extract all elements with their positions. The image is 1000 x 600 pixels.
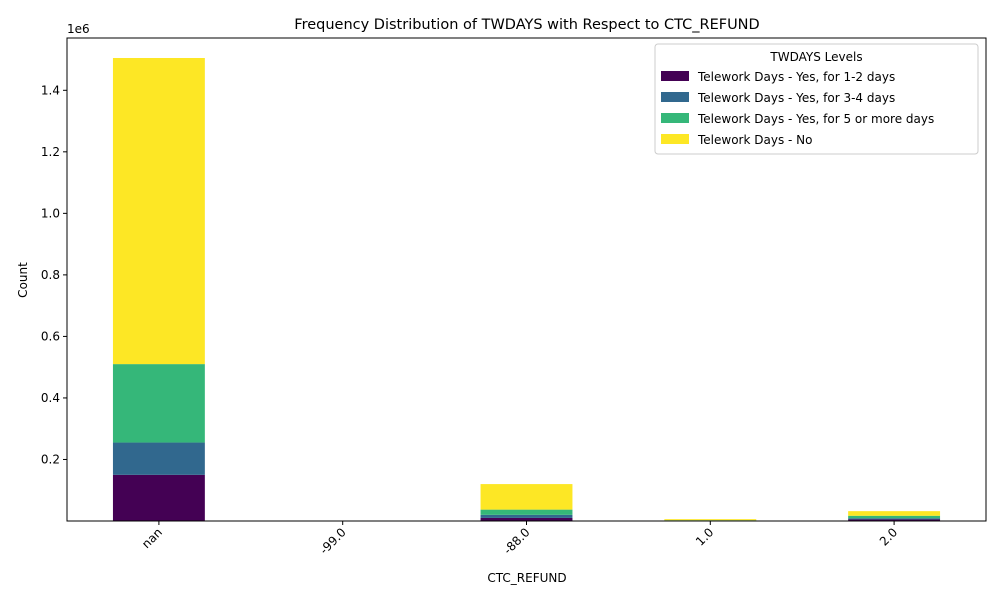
bar-nan-series-3 <box>112 364 205 443</box>
legend-swatch <box>661 134 689 144</box>
x-tick-label: -88.0 <box>501 525 533 557</box>
bars <box>112 57 941 521</box>
bar-2.0-series-1 <box>848 519 941 521</box>
bar-2.0-series-3 <box>848 515 941 519</box>
x-tick-label: -99.0 <box>317 525 349 557</box>
y-axis: 0.2 0.4 0.6 0.8 1.0 1.2 1.4 <box>41 83 67 466</box>
bar-nan-series-2 <box>112 442 205 475</box>
bar--88.0-series-4 <box>480 484 573 510</box>
bar--88.0-series-2 <box>480 514 573 518</box>
x-tick-label: 1.0 <box>693 525 716 548</box>
bar-nan-series-1 <box>112 474 205 521</box>
y-tick-label: 0.8 <box>41 268 60 282</box>
bar-2.0-series-2 <box>848 518 941 520</box>
y-axis-label: Count <box>16 262 30 298</box>
legend-label: Telework Days - Yes, for 5 or more days <box>697 112 934 126</box>
bar-nan-series-4 <box>112 57 205 365</box>
x-tick-label: 2.0 <box>877 525 900 548</box>
y-tick-label: 1.0 <box>41 206 60 220</box>
legend: TWDAYS Levels Telework Days - Yes, for 1-… <box>654 43 979 155</box>
x-tick-label: nan <box>139 525 165 551</box>
legend-swatch <box>661 113 689 123</box>
legend-label: Telework Days - Yes, for 3-4 days <box>697 91 895 105</box>
y-tick-label: 1.2 <box>41 145 60 159</box>
y-tick-label: 0.4 <box>41 391 60 405</box>
y-tick-label: 0.2 <box>41 452 60 466</box>
y-tick-label: 1.4 <box>41 83 60 97</box>
legend-label: Telework Days - Yes, for 1-2 days <box>697 70 895 84</box>
legend-swatch <box>661 92 689 102</box>
y-offset-label: 1e6 <box>67 22 90 36</box>
bar-1.0-series-4 <box>664 519 757 521</box>
y-tick-label: 0.6 <box>41 329 60 343</box>
legend-label: Telework Days - No <box>697 133 812 147</box>
bar-2.0-series-4 <box>848 511 941 516</box>
chart-title: Frequency Distribution of TWDAYS with Re… <box>294 17 759 33</box>
bar--88.0-series-3 <box>480 509 573 515</box>
x-axis-label: CTC_REFUND <box>487 571 566 585</box>
x-axis: nan -99.0 -88.0 1.0 2.0 <box>139 521 900 557</box>
bar--88.0-series-1 <box>480 517 573 521</box>
legend-swatch <box>661 71 689 81</box>
legend-box <box>654 43 979 155</box>
legend-title: TWDAYS Levels <box>769 50 862 64</box>
